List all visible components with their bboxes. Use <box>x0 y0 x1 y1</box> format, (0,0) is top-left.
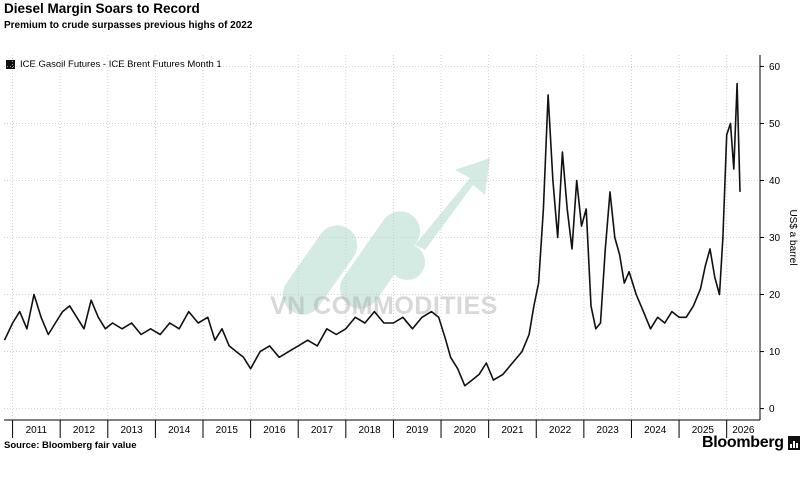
y-axis-title: US$ a barrel <box>787 209 798 265</box>
y-tick-label: 60 <box>769 62 781 73</box>
y-tick-label: 30 <box>769 233 781 244</box>
x-tick-label: 2024 <box>644 425 667 436</box>
series-line-0 <box>3 82 741 387</box>
x-tick-label: 2015 <box>216 425 239 436</box>
brand-logo: Bloomberg <box>702 434 800 452</box>
y-tick-label: 40 <box>769 176 781 187</box>
chart-title: Diesel Margin Soars to Record <box>4 1 200 16</box>
legend-label: ICE Gasoil Futures - ICE Brent Futures M… <box>20 59 222 70</box>
x-tick-label: 2017 <box>311 425 334 436</box>
source-note: Source: Bloomberg fair value <box>4 440 137 451</box>
bloomberg-bars-icon <box>787 436 800 450</box>
x-tick-label: 2011 <box>26 425 48 436</box>
chart-subtitle: Premium to crude surpasses previous high… <box>4 20 253 31</box>
legend-swatch <box>6 60 15 69</box>
grid-lines <box>4 55 760 420</box>
x-tick-label: 2021 <box>501 425 524 436</box>
x-tick-label: 2020 <box>454 425 477 436</box>
x-tick-label: 2012 <box>73 425 96 436</box>
x-tick-label: 2025 <box>692 425 715 436</box>
legend: ICE Gasoil Futures - ICE Brent Futures M… <box>6 59 222 70</box>
brand-name: Bloomberg <box>702 434 784 451</box>
x-tick-label: 2018 <box>358 425 381 436</box>
tick-labels: 0 10 20 30 40 50 60 2011 2012 2013 2014 2015 2016 201… <box>26 62 798 436</box>
axes <box>4 55 764 438</box>
x-tick-label: 2022 <box>549 425 572 436</box>
x-tick-label: 2014 <box>168 425 191 436</box>
x-tick-label: 2013 <box>120 425 143 436</box>
x-tick-label: 2023 <box>597 425 620 436</box>
x-tick-label: 2019 <box>406 425 429 436</box>
y-tick-label: 20 <box>769 290 781 301</box>
x-tick-label: 2026 <box>732 425 755 436</box>
series-layer <box>3 82 741 387</box>
y-tick-label: 50 <box>769 119 781 130</box>
y-tick-label: 10 <box>769 347 781 358</box>
x-tick-label: 2016 <box>263 425 286 436</box>
y-tick-label: 0 <box>769 404 775 415</box>
